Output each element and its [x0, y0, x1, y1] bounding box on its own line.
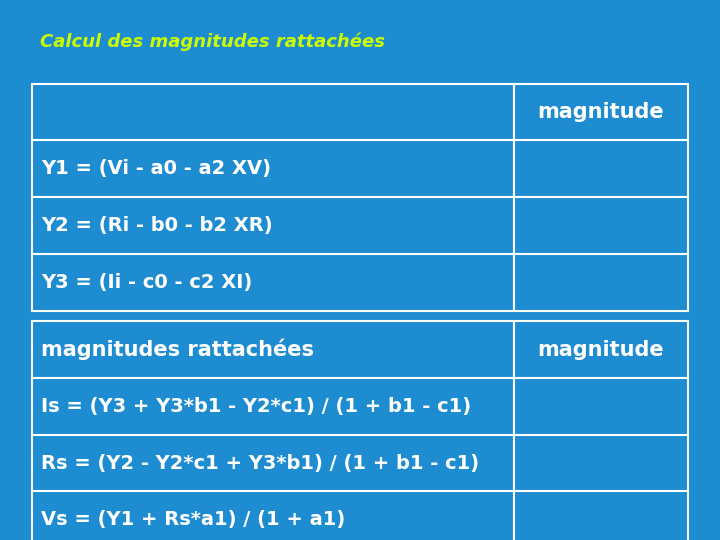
- Text: Y2 = (Ri - b0 - b2 XR): Y2 = (Ri - b0 - b2 XR): [41, 216, 273, 235]
- Text: Rs = (Y2 - Y2*c1 + Y3*b1) / (1 + b1 - c1): Rs = (Y2 - Y2*c1 + Y3*b1) / (1 + b1 - c1…: [41, 454, 480, 472]
- Text: magnitudes rattachées: magnitudes rattachées: [41, 339, 314, 360]
- Text: Is = (Y3 + Y3*b1 - Y2*c1) / (1 + b1 - c1): Is = (Y3 + Y3*b1 - Y2*c1) / (1 + b1 - c1…: [41, 397, 471, 416]
- Bar: [514, 84, 688, 140]
- Text: Vs = (Y1 + Rs*a1) / (1 + a1): Vs = (Y1 + Rs*a1) / (1 + a1): [41, 510, 346, 529]
- Text: magnitude: magnitude: [537, 102, 664, 122]
- Bar: [32, 321, 514, 378]
- Bar: [514, 140, 688, 197]
- Text: Y1 = (Vi - a0 - a2 XV): Y1 = (Vi - a0 - a2 XV): [41, 159, 271, 178]
- Bar: [32, 435, 514, 491]
- Text: Calcul des magnitudes rattachées: Calcul des magnitudes rattachées: [40, 33, 384, 51]
- Bar: [32, 254, 514, 310]
- Bar: [514, 378, 688, 435]
- Text: magnitude: magnitude: [537, 340, 664, 360]
- Bar: [32, 84, 514, 140]
- Text: Y3 = (Ii - c0 - c2 XI): Y3 = (Ii - c0 - c2 XI): [41, 273, 252, 292]
- Bar: [514, 254, 688, 310]
- Bar: [32, 491, 514, 540]
- Bar: [32, 378, 514, 435]
- Bar: [514, 491, 688, 540]
- Bar: [514, 435, 688, 491]
- Bar: [32, 140, 514, 197]
- Bar: [32, 197, 514, 254]
- Bar: [514, 321, 688, 378]
- Bar: [514, 197, 688, 254]
